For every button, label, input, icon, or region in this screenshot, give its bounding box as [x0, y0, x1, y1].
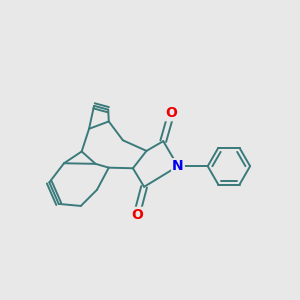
Text: O: O [165, 106, 177, 120]
Text: N: N [172, 159, 184, 173]
Text: O: O [131, 208, 143, 222]
